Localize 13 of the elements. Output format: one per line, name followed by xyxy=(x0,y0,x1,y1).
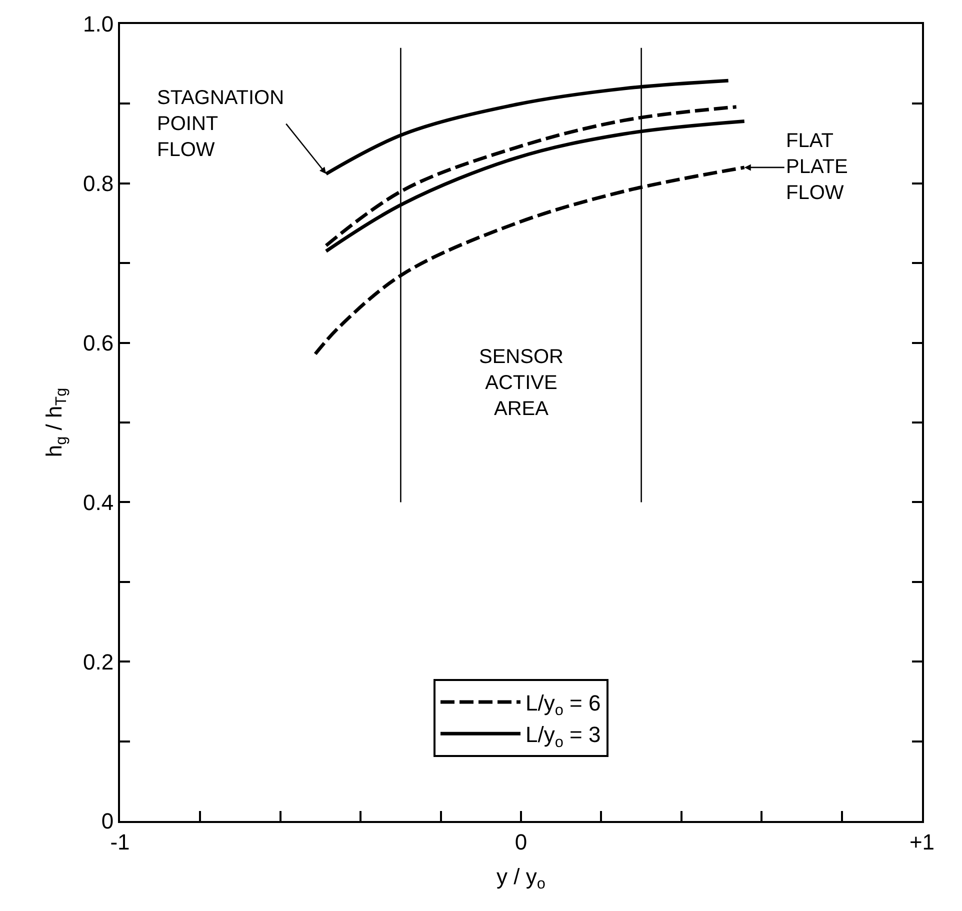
x-axis-title: y / y$_{o}$ xyxy=(496,864,546,892)
x-tick-label: 0 xyxy=(514,829,528,854)
y-tick-label: 0.6 xyxy=(83,330,114,356)
x-tick-label: +1 xyxy=(909,829,935,854)
annotation: STAGNATION POINT FLOW xyxy=(157,87,284,161)
annotation: SENSOR ACTIVE AREA xyxy=(479,346,564,420)
legend-label: L/y$_{o}$ = 3 xyxy=(526,722,601,751)
annotation: FLAT PLATE FLOW xyxy=(786,130,848,204)
y-tick-label: 0.8 xyxy=(83,171,114,196)
y-tick-label: 1.0 xyxy=(83,12,114,37)
legend-label: L/y$_{o}$ = 6 xyxy=(526,690,601,720)
y-tick-label: 0.4 xyxy=(83,490,114,515)
y-tick-label: 0.2 xyxy=(83,649,114,674)
